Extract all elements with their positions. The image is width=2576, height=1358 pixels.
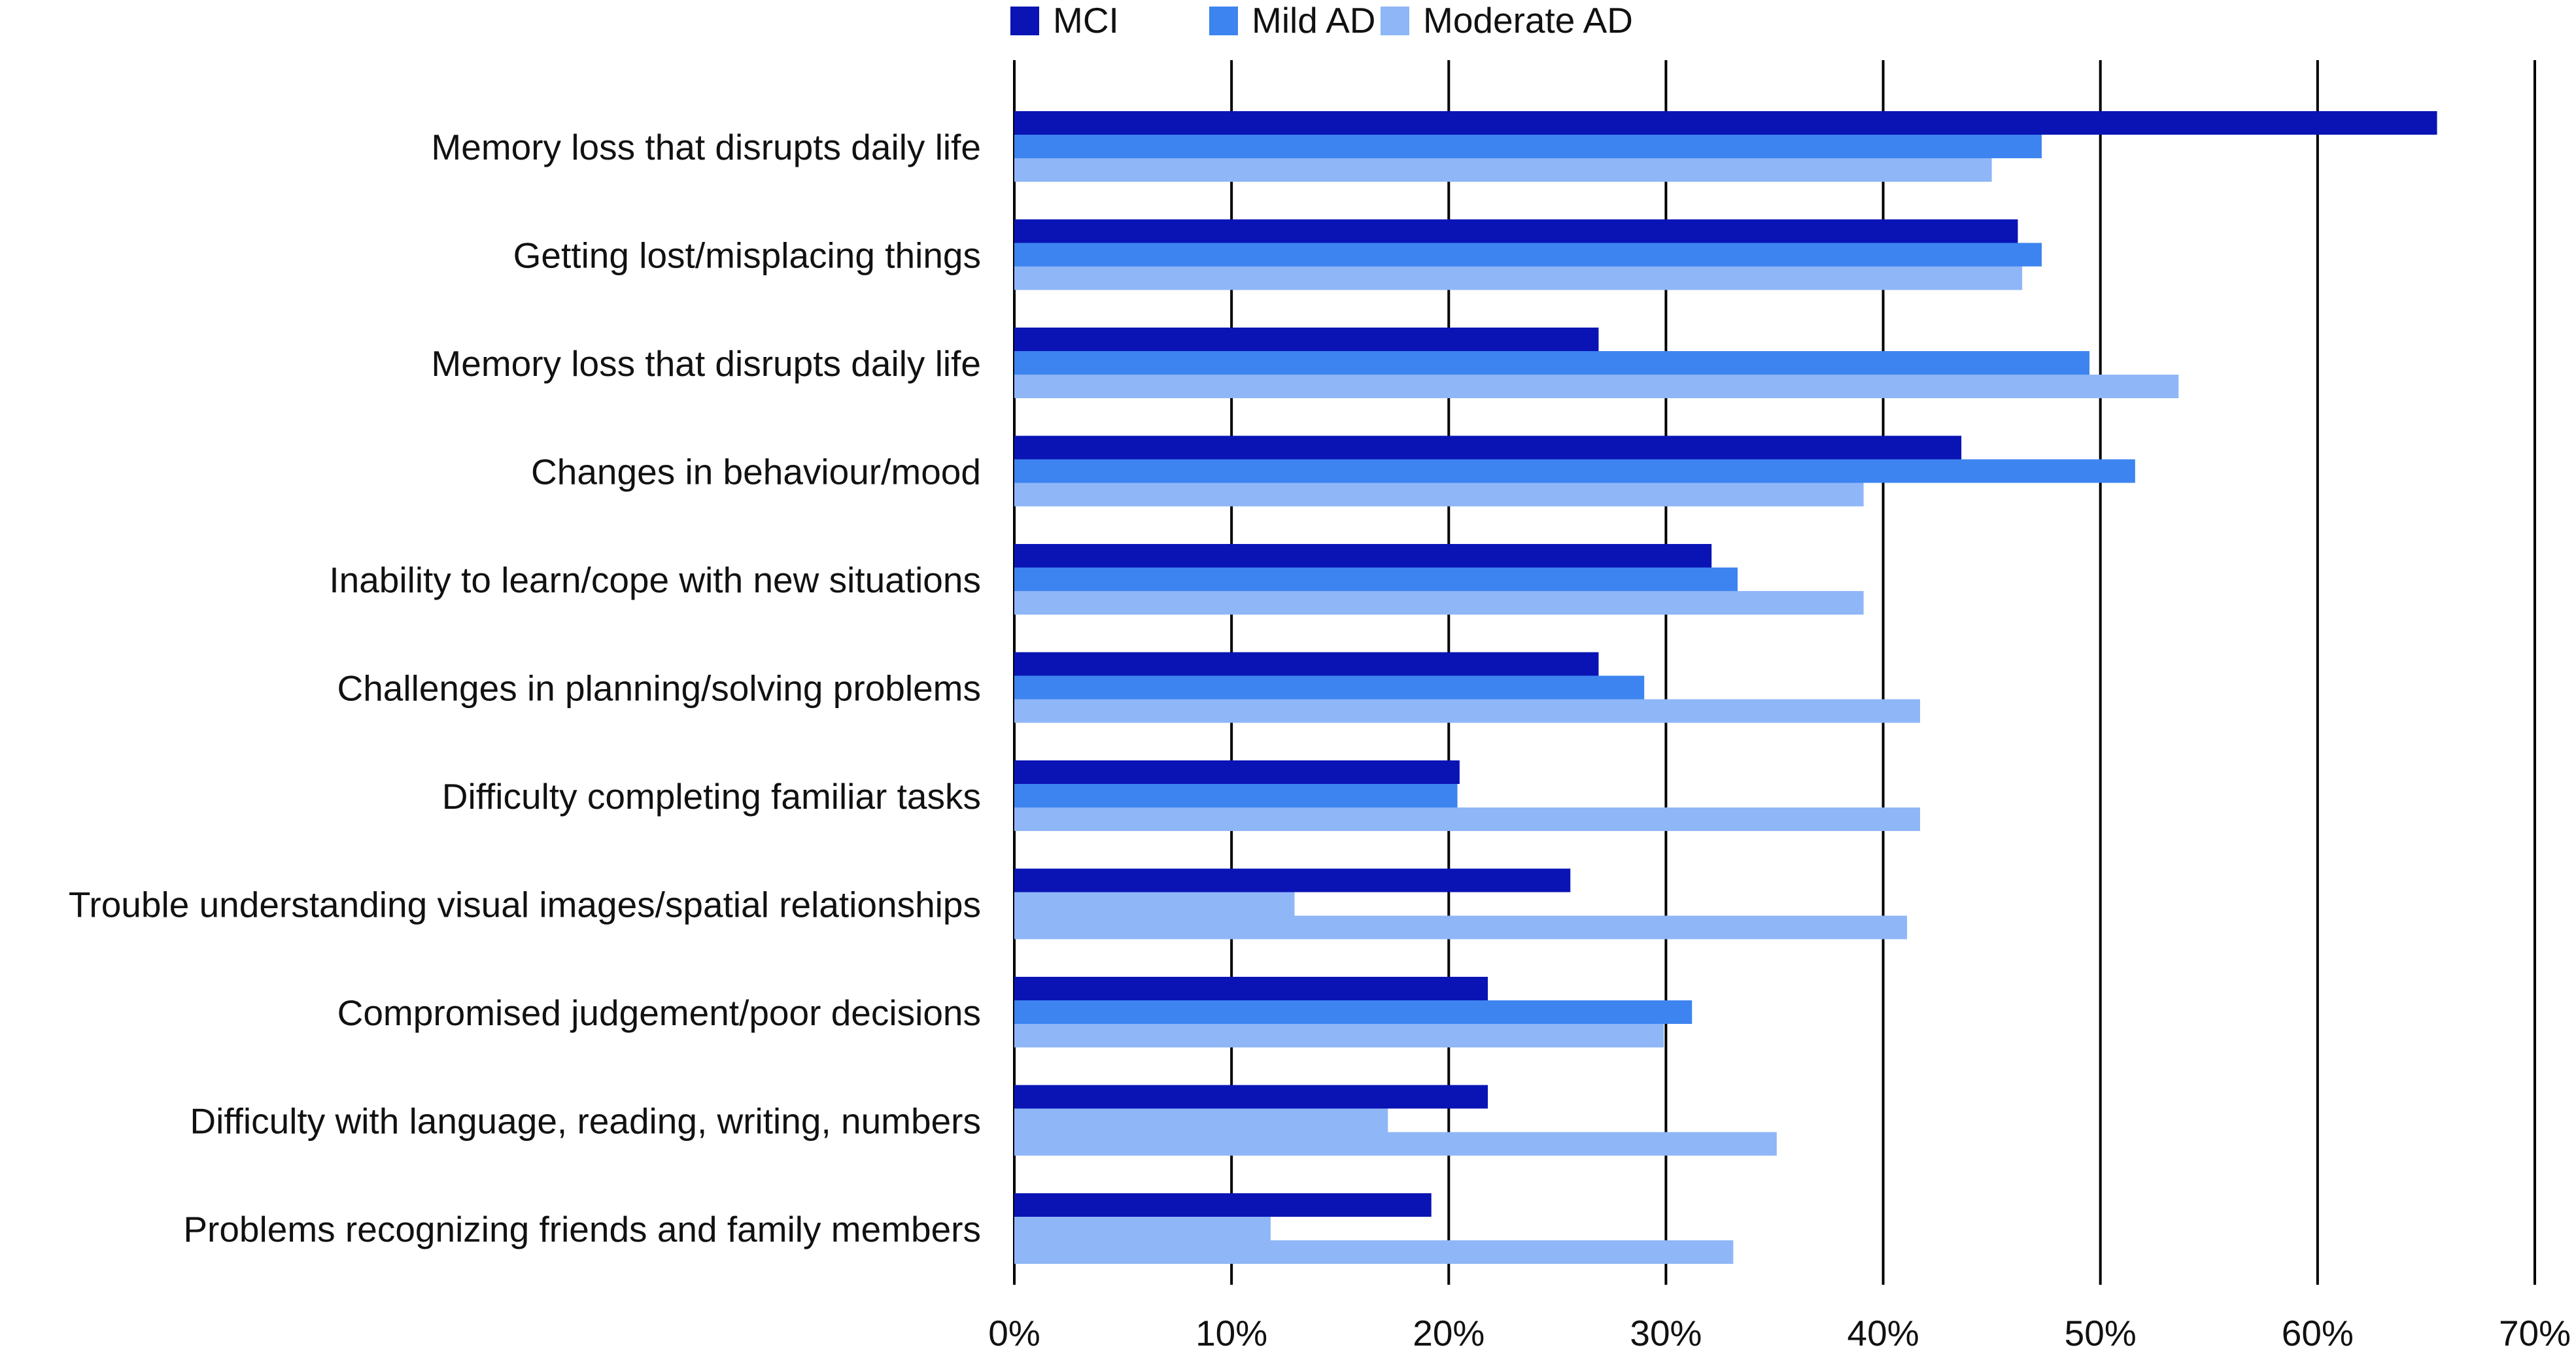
category-label-8: Compromised judgement/poor decisions <box>337 993 981 1033</box>
category-label-4: Inability to learn/cope with new situati… <box>329 560 981 600</box>
legend-swatch-1 <box>1209 7 1238 35</box>
category-label-10: Problems recognizing friends and family … <box>183 1209 981 1249</box>
bar-mci-0 <box>1014 111 2437 135</box>
bar-mild-ad-9 <box>1014 1108 1388 1132</box>
bar-mild-ad-2 <box>1014 351 2090 375</box>
bar-moderate-ad-5 <box>1014 699 1921 723</box>
bar-moderate-ad-2 <box>1014 375 2179 398</box>
category-label-9: Difficulty with language, reading, writi… <box>190 1101 981 1142</box>
category-label-7: Trouble understanding visual images/spat… <box>69 885 981 925</box>
bar-mci-10 <box>1014 1193 1432 1217</box>
bar-mci-7 <box>1014 868 1571 892</box>
category-labels: Memory loss that disrupts daily life Gett… <box>69 127 981 1249</box>
x-tick-label-3: 30% <box>1630 1313 1702 1353</box>
category-label-0: Memory loss that disrupts daily life <box>431 127 981 167</box>
legend-swatch-0 <box>1010 7 1039 35</box>
bar-mci-1 <box>1014 219 2018 243</box>
x-tick-label-5: 50% <box>2065 1313 2137 1353</box>
bar-moderate-ad-4 <box>1014 591 1864 615</box>
x-tick-labels: 0% 10% 20% 30% 40% 50% 60% 70% <box>988 1313 2571 1353</box>
legend-label-1: Mild AD <box>1252 0 1376 41</box>
category-label-1: Getting lost/misplacing things <box>513 235 981 276</box>
x-tick-label-0: 0% <box>988 1313 1040 1353</box>
bar-mild-ad-10 <box>1014 1217 1271 1240</box>
bar-mci-3 <box>1014 435 1962 460</box>
x-tick-label-2: 20% <box>1413 1313 1485 1353</box>
bar-mci-4 <box>1014 544 1712 568</box>
bar-moderate-ad-8 <box>1014 1024 1664 1047</box>
category-label-3: Changes in behaviour/mood <box>531 452 981 492</box>
bar-mild-ad-3 <box>1014 459 2135 483</box>
x-tick-label-7: 70% <box>2499 1313 2571 1353</box>
category-label-2: Memory loss that disrupts daily life <box>431 343 981 384</box>
bar-moderate-ad-7 <box>1014 915 1908 940</box>
bar-mci-9 <box>1014 1085 1488 1109</box>
legend: MCI Mild AD Moderate AD <box>1010 0 1633 41</box>
category-label-5: Challenges in planning/solving problems <box>337 668 982 709</box>
bar-mild-ad-4 <box>1014 568 1738 591</box>
bar-mild-ad-7 <box>1014 892 1295 916</box>
x-tick-label-4: 40% <box>1847 1313 1919 1353</box>
x-tick-label-6: 60% <box>2282 1313 2354 1353</box>
category-label-6: Difficulty completing familiar tasks <box>442 776 981 817</box>
bar-mci-2 <box>1014 328 1599 351</box>
bar-mild-ad-1 <box>1014 243 2042 267</box>
bar-mild-ad-0 <box>1014 135 2042 158</box>
legend-label-2: Moderate AD <box>1423 0 1633 41</box>
bar-moderate-ad-0 <box>1014 158 1992 182</box>
bar-mild-ad-5 <box>1014 675 1645 700</box>
legend-label-0: MCI <box>1053 0 1119 41</box>
bar-mild-ad-8 <box>1014 1000 1692 1024</box>
bar-moderate-ad-3 <box>1014 483 1864 507</box>
bar-moderate-ad-6 <box>1014 807 1921 831</box>
bar-mci-5 <box>1014 652 1599 676</box>
bar-mci-6 <box>1014 760 1460 784</box>
bar-moderate-ad-10 <box>1014 1240 1734 1264</box>
bar-moderate-ad-1 <box>1014 266 2023 290</box>
bar-mild-ad-6 <box>1014 784 1458 807</box>
bar-moderate-ad-9 <box>1014 1132 1777 1156</box>
bar-mci-8 <box>1014 977 1488 1000</box>
bars <box>1014 111 2437 1264</box>
legend-swatch-2 <box>1381 7 1409 35</box>
x-tick-label-1: 10% <box>1195 1313 1267 1353</box>
